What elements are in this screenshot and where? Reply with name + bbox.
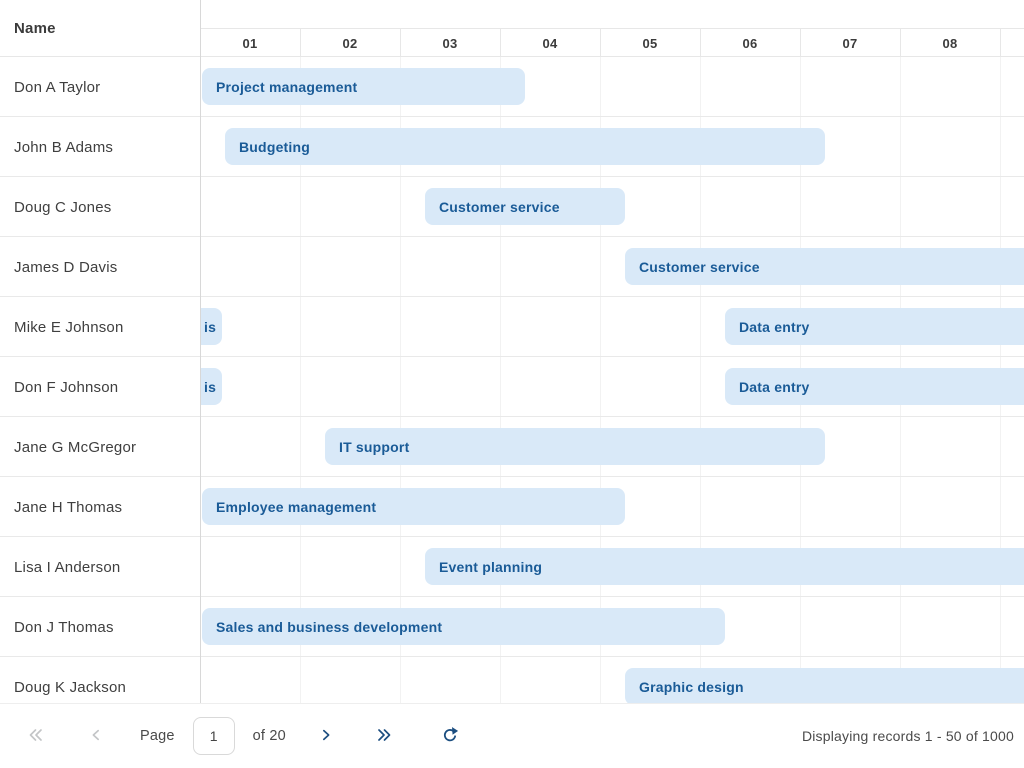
- header-column-separator: [800, 29, 801, 57]
- day-header-cell: 05: [642, 35, 658, 51]
- header-tier-divider: [200, 28, 1024, 29]
- header-column-separator: [1000, 29, 1001, 57]
- task-bar-label: Data entry: [739, 378, 810, 395]
- task-bar[interactable]: Data entry: [725, 368, 1024, 405]
- day-header-cell: 04: [542, 35, 558, 51]
- day-header-cell: 02: [342, 35, 358, 51]
- prev-page-button[interactable]: [86, 726, 106, 746]
- task-bar[interactable]: Project management: [202, 68, 525, 105]
- task-bar-label: Graphic design: [639, 678, 744, 695]
- refresh-button[interactable]: [440, 726, 460, 746]
- task-bar-label: Project management: [216, 78, 358, 95]
- task-bar-label: is: [204, 318, 217, 335]
- task-bar[interactable]: Event planning: [425, 548, 1024, 585]
- task-bar-label: Data entry: [739, 318, 810, 335]
- task-bar[interactable]: Customer service: [625, 248, 1024, 285]
- resource-name: Don J Thomas: [14, 618, 114, 636]
- resource-row: Don A Taylor Project management: [0, 57, 1024, 117]
- resource-name: Jane G McGregor: [14, 438, 137, 456]
- day-header-cell: 08: [942, 35, 958, 51]
- task-bar[interactable]: Graphic design: [625, 668, 1024, 703]
- task-bar-label: Customer service: [439, 198, 560, 215]
- resource-name: Jane H Thomas: [14, 498, 123, 516]
- page-label: Page: [140, 728, 175, 744]
- resource-name: Doug K Jackson: [14, 678, 127, 696]
- resource-row: Don J Thomas Sales and business developme…: [0, 597, 1024, 657]
- refresh-icon: [442, 726, 459, 746]
- header-bottom-border: [0, 56, 1024, 57]
- header-column-separator: [700, 29, 701, 57]
- resource-name: Doug C Jones: [14, 198, 112, 216]
- header-column-separator: [400, 29, 401, 57]
- task-bar[interactable]: Sales and business development: [202, 608, 725, 645]
- day-header-cell: 01: [242, 35, 258, 51]
- records-summary: Displaying records 1 - 50 of 1000: [801, 728, 1014, 744]
- resource-row: Lisa I Anderson Event planning: [0, 537, 1024, 597]
- scheduler-header: Name 01 02 03 04 05 06 07 08: [0, 0, 1024, 57]
- day-header-cell: 07: [842, 35, 858, 51]
- resource-row: James D Davis Customer service: [0, 237, 1024, 297]
- double-chevron-right-icon: [376, 727, 392, 746]
- header-column-separator: [300, 29, 301, 57]
- task-bar-label: Event planning: [439, 558, 543, 575]
- resource-name: Mike E Johnson: [14, 318, 124, 336]
- resource-row: Jane H Thomas Employee management: [0, 477, 1024, 537]
- header-column-separator: [900, 29, 901, 57]
- page-number-input[interactable]: [192, 717, 235, 755]
- day-header-cell: 03: [442, 35, 458, 51]
- name-panel-divider[interactable]: [200, 0, 201, 703]
- paging-toolbar: Page of 20 Displaying records 1 - 50 of …: [0, 703, 1024, 768]
- column-gridline: [700, 57, 701, 703]
- column-gridline: [500, 57, 501, 703]
- next-page-button[interactable]: [316, 726, 336, 746]
- name-column-header: Name: [14, 20, 56, 37]
- resource-name: Lisa I Anderson: [14, 558, 121, 576]
- task-bar[interactable]: IT support: [325, 428, 825, 465]
- task-bar-label: Employee management: [216, 498, 377, 515]
- column-gridline: [300, 57, 301, 703]
- task-bar[interactable]: Data entry: [725, 308, 1024, 345]
- task-bar-label: Customer service: [639, 258, 760, 275]
- task-bar[interactable]: Employee management: [202, 488, 625, 525]
- resource-name: James D Davis: [14, 258, 118, 276]
- chevron-left-icon: [89, 728, 103, 745]
- task-bar-label: IT support: [339, 438, 410, 455]
- resource-row: John B Adams Budgeting: [0, 117, 1024, 177]
- first-page-button[interactable]: [26, 726, 46, 746]
- column-gridline: [600, 57, 601, 703]
- last-page-button[interactable]: [374, 726, 394, 746]
- resource-name: Don F Johnson: [14, 378, 119, 396]
- task-bar-label: Budgeting: [239, 138, 311, 155]
- task-bar[interactable]: is: [200, 308, 222, 345]
- task-bar[interactable]: is: [200, 368, 222, 405]
- resource-row: Jane G McGregor IT support: [0, 417, 1024, 477]
- resource-row: Don F Johnson is Data entry: [0, 357, 1024, 417]
- resource-name: John B Adams: [14, 138, 114, 156]
- header-column-separator: [600, 29, 601, 57]
- resource-name: Don A Taylor: [14, 78, 101, 96]
- double-chevron-left-icon: [28, 727, 44, 746]
- scheduler-body: Don A Taylor Project management John B Ada…: [0, 57, 1024, 703]
- resource-row: Doug C Jones Customer service: [0, 177, 1024, 237]
- task-bar[interactable]: Budgeting: [225, 128, 825, 165]
- task-bar-label: Sales and business development: [216, 618, 443, 635]
- task-bar-label: is: [204, 378, 217, 395]
- page-count-label: of 20: [252, 728, 286, 744]
- resource-row: Mike E Johnson is Data entry: [0, 297, 1024, 357]
- header-column-separator: [500, 29, 501, 57]
- chevron-right-icon: [319, 728, 333, 745]
- column-gridline: [400, 57, 401, 703]
- resource-row: Doug K Jackson Graphic design: [0, 657, 1024, 703]
- task-bar[interactable]: Customer service: [425, 188, 625, 225]
- day-header-cell: 06: [742, 35, 758, 51]
